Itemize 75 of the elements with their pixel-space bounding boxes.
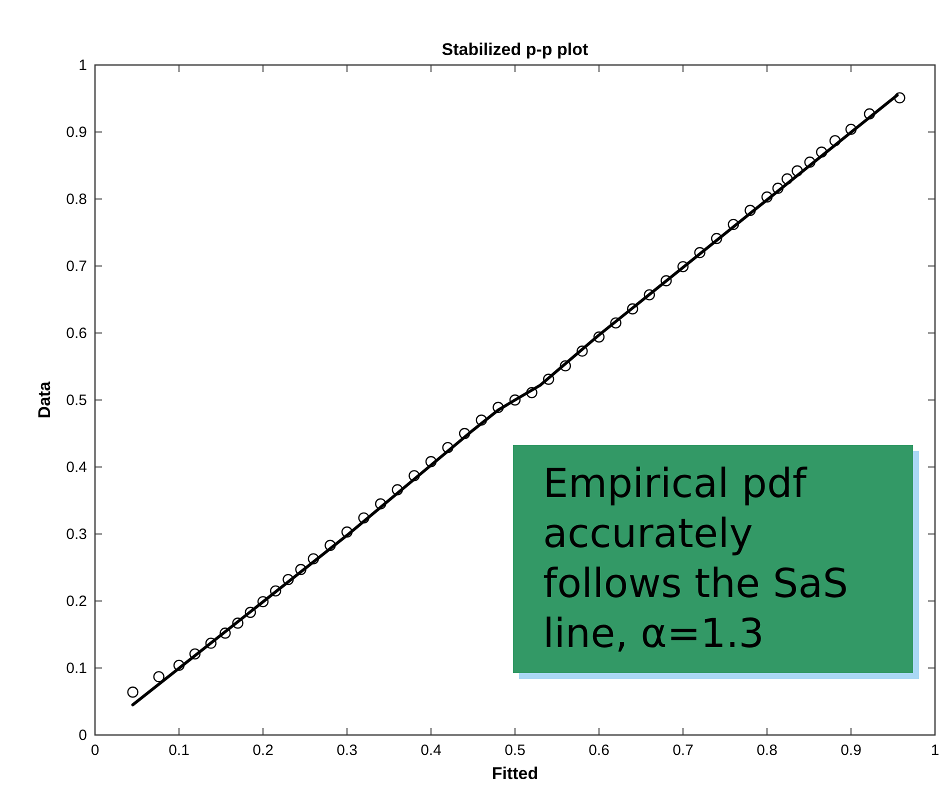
point: [660, 275, 672, 286]
x-tick-label: 1: [930, 742, 940, 759]
point: [205, 638, 217, 649]
y-tick-label: 0.9: [66, 124, 87, 141]
y-axis-title: Data: [35, 381, 54, 418]
x-tick-label: 0.5: [504, 742, 526, 759]
point: [442, 442, 454, 454]
point: [341, 526, 353, 538]
point: [677, 261, 689, 272]
point: [476, 414, 487, 426]
point: [270, 585, 282, 597]
y-tick-label: 0.5: [66, 392, 87, 409]
point: [392, 484, 403, 496]
point: [728, 218, 739, 230]
point: [894, 92, 906, 104]
point: [295, 564, 306, 576]
y-tick-label: 1: [78, 57, 87, 74]
point: [425, 456, 437, 468]
point: [627, 303, 638, 314]
point: [610, 317, 622, 329]
x-tick-label: 0.1: [168, 742, 190, 759]
point: [408, 470, 420, 482]
point: [324, 540, 336, 551]
point: [864, 108, 876, 120]
y-tick-label: 0.3: [66, 526, 87, 543]
x-tick-label: 0.9: [840, 742, 862, 759]
x-tick-label: 0.8: [756, 742, 778, 759]
point: [593, 331, 605, 343]
y-tick-label: 0.7: [66, 258, 87, 275]
point: [127, 686, 138, 698]
point: [189, 648, 201, 660]
point: [173, 660, 185, 671]
point: [459, 428, 470, 440]
y-tick-label: 0.2: [66, 593, 87, 610]
x-axis-title: Fitted: [492, 764, 538, 783]
x-tick-label: 0.7: [672, 742, 694, 759]
point: [375, 498, 386, 510]
point: [804, 156, 816, 168]
point: [232, 618, 244, 629]
x-tick-label: 0: [90, 742, 100, 759]
point: [644, 289, 655, 300]
point: [816, 146, 828, 158]
point: [358, 512, 370, 524]
point: [560, 360, 571, 372]
y-tick-label: 0.8: [66, 191, 87, 208]
point: [576, 345, 588, 357]
point: [711, 232, 722, 244]
point: [244, 606, 256, 618]
y-tick-label: 0.4: [66, 459, 87, 476]
point: [792, 165, 803, 176]
chart-title: Stabilized p-p plot: [442, 40, 589, 59]
point: [257, 596, 269, 608]
point: [543, 374, 554, 385]
y-tick-label: 0.6: [66, 325, 87, 342]
x-tick-label: 0.6: [588, 742, 610, 759]
point: [308, 553, 319, 564]
point: [153, 671, 164, 682]
annotation: Empirical pdf accurately follows the SaS line, α=1.3: [543, 461, 848, 657]
point: [282, 574, 294, 586]
point: [509, 394, 521, 406]
y-tick-label: 0: [78, 727, 87, 744]
point: [772, 182, 784, 194]
x-tick-label: 0.4: [420, 742, 442, 759]
point: [761, 191, 773, 203]
x-tick-label: 0.3: [336, 742, 358, 759]
y-tick-label: 0.1: [66, 660, 87, 677]
point: [220, 628, 231, 639]
point: [694, 247, 706, 258]
point: [492, 402, 504, 413]
point: [829, 135, 841, 146]
point: [744, 204, 756, 216]
point: [845, 124, 857, 135]
point: [782, 173, 793, 184]
point: [526, 387, 538, 398]
x-tick-label: 0.2: [252, 742, 274, 759]
